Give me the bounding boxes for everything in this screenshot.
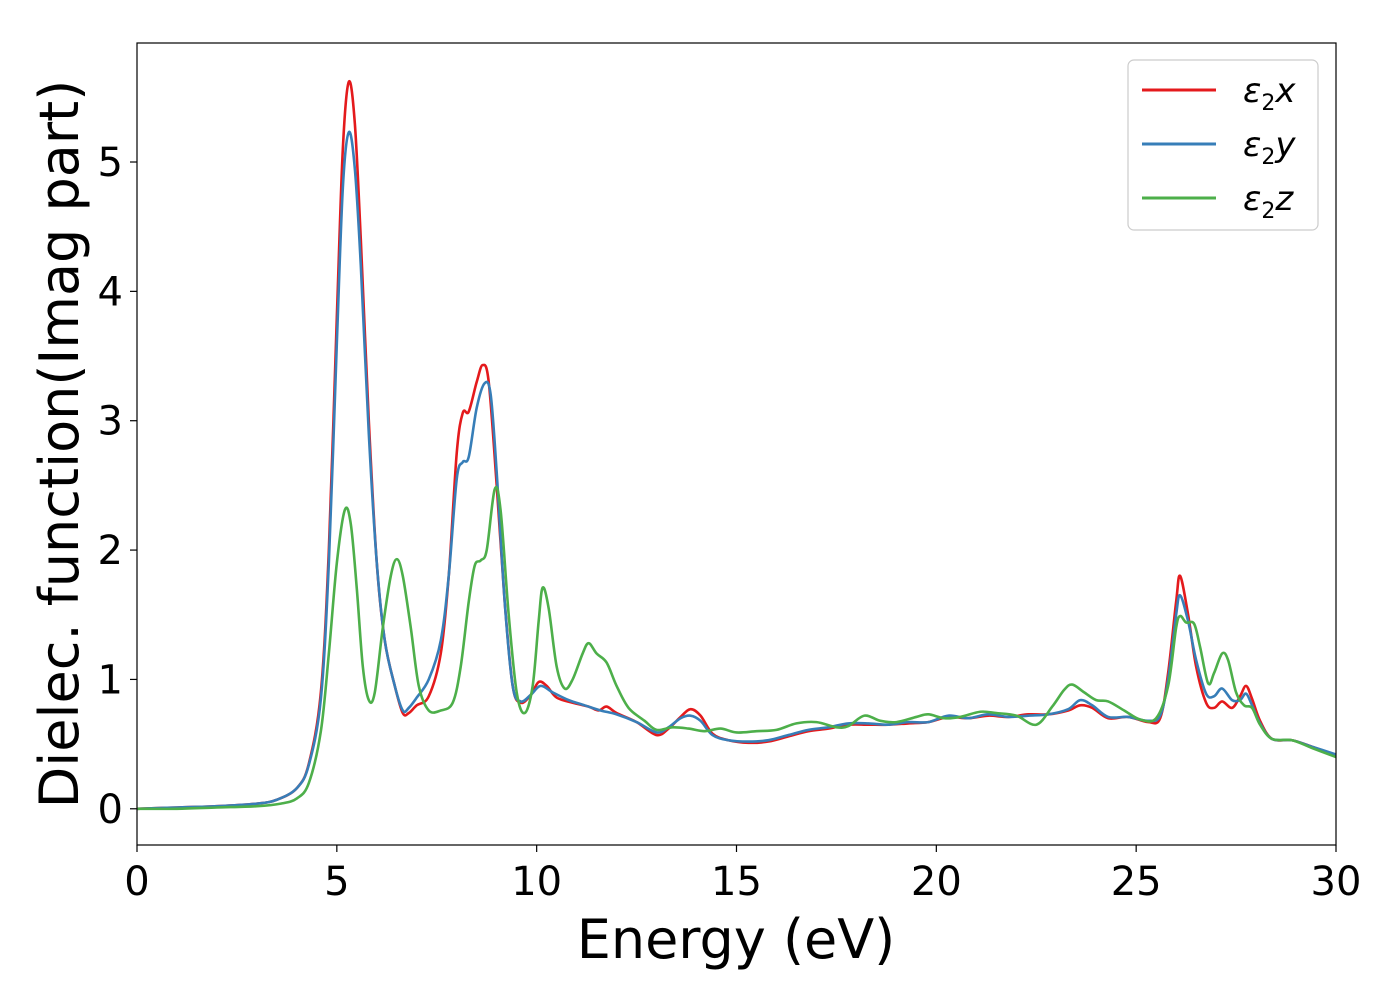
y-tick-label: 0	[98, 787, 123, 833]
legend: ε2x ε2y ε2z	[1127, 59, 1319, 231]
x-tick-label: 25	[1111, 859, 1162, 905]
x-tick-label: 15	[711, 859, 762, 905]
x-tick-label: 5	[324, 859, 349, 905]
series-line-z	[137, 485, 1336, 811]
y-tick-label: 5	[98, 140, 123, 186]
legend-label-y: ε2y	[1243, 125, 1296, 170]
tick-layer: 0 5 10 15 20 25 30 0 1 2 3 4 5	[98, 140, 1362, 905]
y-tick-label: 4	[98, 269, 123, 315]
x-axis-title: Energy (eV)	[577, 908, 896, 971]
x-tick-label: 10	[511, 859, 562, 905]
x-tick-label: 30	[1311, 859, 1362, 905]
legend-label-z: ε2z	[1243, 179, 1294, 224]
y-tick-label: 1	[98, 657, 123, 703]
legend-items: ε2x ε2y ε2z	[1142, 71, 1296, 224]
y-tick-label: 2	[98, 528, 123, 574]
y-axis-title: Dielec. function(Imag part)	[28, 80, 91, 809]
series-layer	[137, 79, 1336, 811]
legend-box	[1127, 59, 1319, 231]
x-tick-label: 20	[911, 859, 962, 905]
series-line-y	[137, 130, 1336, 811]
x-tick-label: 0	[124, 859, 149, 905]
y-tick-label: 3	[98, 399, 123, 445]
legend-label-x: ε2x	[1243, 71, 1296, 116]
